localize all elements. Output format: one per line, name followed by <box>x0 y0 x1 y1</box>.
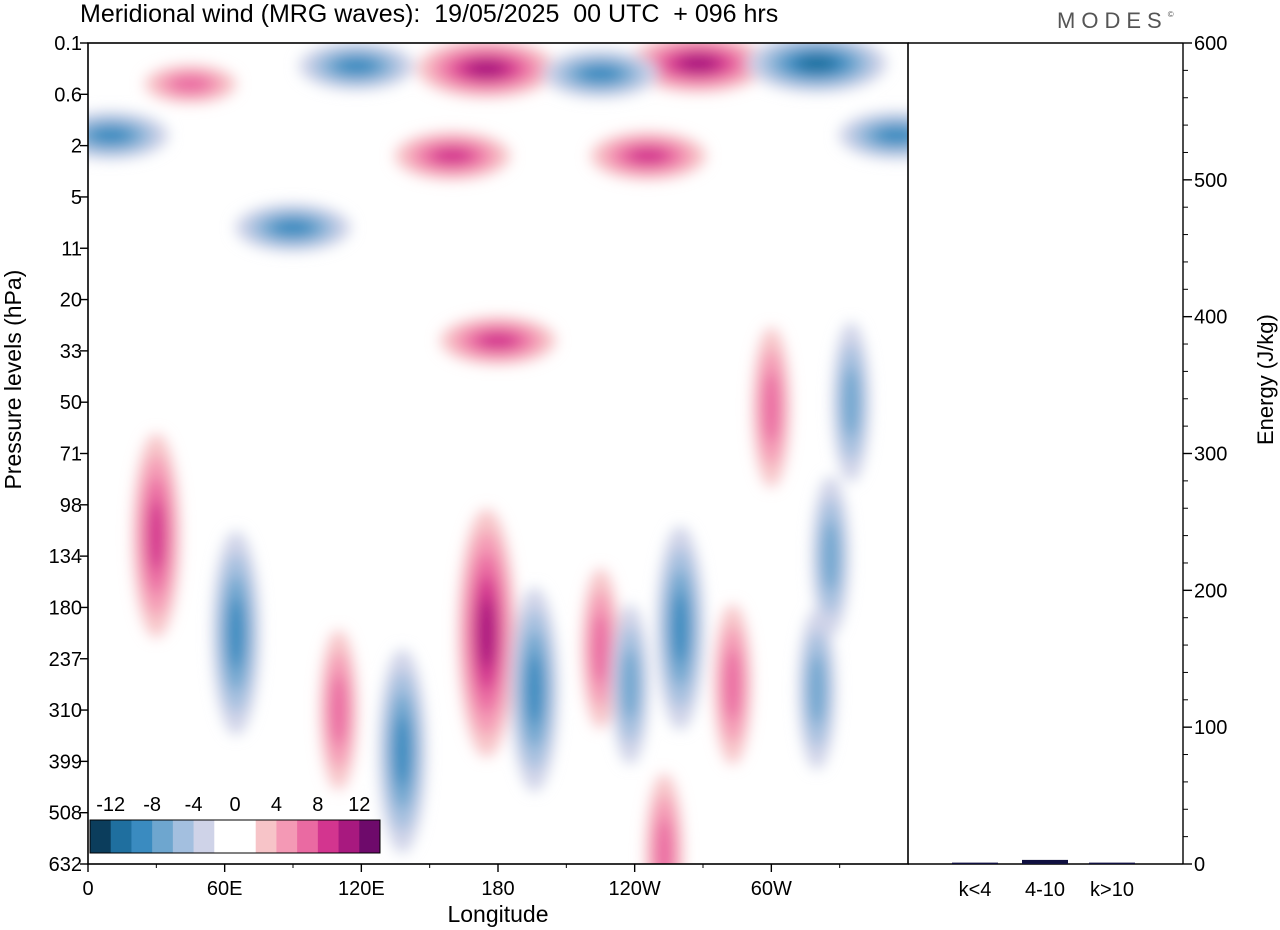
anomaly-neg-contour <box>671 592 689 664</box>
colorbar-swatch <box>297 820 319 853</box>
colorbar-tick-label: -8 <box>143 794 161 816</box>
y-tick-label: 20 <box>60 290 82 312</box>
energy-bar <box>952 862 998 864</box>
anomaly-neg-contour <box>796 55 837 72</box>
y-tick-label: 50 <box>60 392 82 414</box>
colorbar-swatch <box>359 820 381 853</box>
anomaly-neg-contour <box>580 65 621 83</box>
y-tick-label: 98 <box>60 495 82 517</box>
heatmap-field <box>88 43 908 864</box>
y-tick-label: 180 <box>49 597 82 619</box>
y-tick-label: 2 <box>71 136 82 158</box>
anomaly-pos-contour <box>678 55 719 72</box>
energy-tick-label: 300 <box>1194 444 1227 466</box>
brand-text: MODES <box>1057 8 1168 33</box>
y-tick-label: 11 <box>61 238 82 260</box>
x-axis-label: Longitude <box>447 901 548 927</box>
energy-category-label: 4-10 <box>1025 879 1065 901</box>
colorbar-tick-label: 0 <box>229 794 240 816</box>
y-tick-label: 71 <box>60 444 82 466</box>
colorbar-tick-label: 12 <box>348 794 370 816</box>
anomaly-neg-contour <box>621 648 639 720</box>
anomaly-neg-contour <box>526 654 543 726</box>
colorbar-swatch <box>152 820 174 853</box>
anomaly-pos-contour <box>466 60 507 77</box>
y-tick-label: 5 <box>71 187 82 209</box>
energy-bar <box>1089 862 1135 864</box>
colorbar-swatch <box>235 820 257 853</box>
colorbar-swatch <box>110 820 132 853</box>
energy-tick-label: 600 <box>1194 33 1227 55</box>
anomaly-pos-contour <box>655 818 673 864</box>
x-tick-label: 120E <box>338 878 385 900</box>
anomaly-neg-contour <box>842 366 860 438</box>
colorbar-frame <box>89 819 381 854</box>
brand-mark: © <box>1167 10 1174 19</box>
chart-title: Meridional wind (MRG waves): 19/05/2025 … <box>80 0 779 28</box>
anomaly-pos-contour <box>724 648 742 720</box>
energy-category-label: k>10 <box>1090 879 1134 901</box>
brand-logo: MODES© <box>1057 8 1174 34</box>
anomaly-pos-contour <box>147 500 165 572</box>
y-tick-label: 632 <box>49 854 82 876</box>
y-tick-label: 508 <box>49 803 82 825</box>
colorbar-swatch <box>276 820 298 853</box>
energy-tick-label: 500 <box>1194 170 1227 192</box>
anomaly-neg-contour <box>90 127 131 144</box>
anomaly-neg-contour <box>822 520 839 592</box>
x-tick-label: 60E <box>207 878 243 900</box>
y-tick-label: 310 <box>49 700 82 722</box>
energy-tick-label: 200 <box>1194 580 1227 602</box>
energy-tick-label: 400 <box>1194 307 1227 329</box>
y-tick-label: 0.6 <box>54 84 82 106</box>
anomaly-pos-contour <box>762 371 780 443</box>
x-tick-label: 120W <box>609 878 661 900</box>
anomaly-field <box>88 43 908 864</box>
colorbar: -12 -8 -4 0 4 8 12 <box>89 794 381 854</box>
anomaly-pos-contour <box>477 332 519 349</box>
energy-tick-label: 0 <box>1194 854 1205 876</box>
anomaly-pos-contour <box>478 597 495 669</box>
y-tick-label: 33 <box>60 341 82 363</box>
energy-category-label: k<4 <box>959 879 992 901</box>
colorbar-swatch <box>172 820 195 853</box>
colorbar-swatch <box>131 820 153 853</box>
axes: 0.1 0.6 2 5 11 20 33 50 71 98 134 180 237 310 399 508 63… <box>0 33 909 927</box>
energy-bar <box>1022 859 1068 864</box>
colorbar-tick-label: 4 <box>271 794 282 816</box>
anomaly-neg-contour <box>336 57 377 75</box>
energy-axis-label: Energy (J/kg) <box>1253 314 1278 445</box>
anomaly-pos-contour <box>628 147 669 165</box>
anomaly-neg-contour <box>272 219 314 237</box>
colorbar-swatch <box>214 820 236 853</box>
colorbar-tick-label: -4 <box>185 794 203 816</box>
colorbar-tick-label: 8 <box>312 794 323 816</box>
energy-bar-chart: 0 100 200 300 400 500 600 Energy (J/kg) k<4 4-10 k… <box>908 33 1278 901</box>
y-tick-label: 399 <box>49 751 82 773</box>
x-tick-label: 60W <box>751 878 792 900</box>
anomaly-neg-contour <box>876 127 908 144</box>
x-tick-label: 0 <box>82 878 93 900</box>
anomaly-neg-contour <box>393 715 411 787</box>
colorbar-swatch <box>255 820 277 853</box>
anomaly-pos-contour <box>170 75 211 93</box>
colorbar-swatch <box>317 820 340 853</box>
y-axis-label: Pressure levels (hPa) <box>0 270 26 490</box>
anomaly-pos-contour <box>432 147 473 165</box>
y-tick-label: 134 <box>49 546 82 568</box>
anomaly-neg-contour <box>227 597 245 669</box>
colorbar-swatch <box>90 820 112 853</box>
anomaly-neg-contour <box>808 653 826 726</box>
x-tick-label: 180 <box>481 878 514 900</box>
colorbar-tick-label: -12 <box>96 794 125 816</box>
anomaly-pos-contour <box>330 674 347 746</box>
colorbar-swatch <box>193 820 215 853</box>
colorbar-swatch <box>338 820 360 853</box>
y-tick-label: 0.1 <box>54 33 82 55</box>
y-tick-label: 237 <box>49 649 82 671</box>
energy-tick-label: 100 <box>1194 717 1227 739</box>
anomaly-pos-contour <box>592 612 609 685</box>
